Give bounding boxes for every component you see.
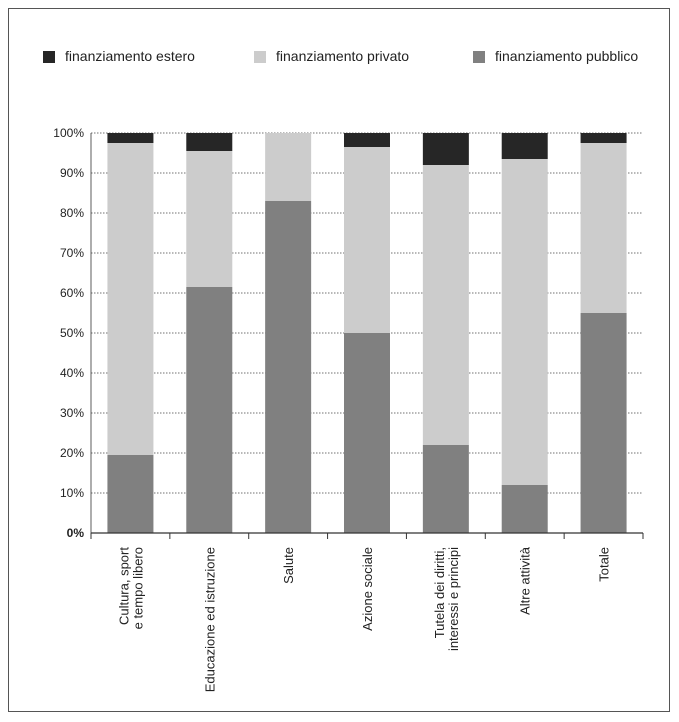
legend-swatch-finanziamento-pubblico [473,51,485,63]
x-category-label: Educazione ed istruzione [202,547,217,692]
bar-finanziamento-pubblico-educazione-ed-istruzione [186,287,233,533]
legend-swatch-finanziamento-estero [43,51,55,63]
legend-swatch-finanziamento-privato [254,51,266,63]
bar-finanziamento-estero-altre-attivita [501,133,548,159]
y-tick-label: 30% [60,406,84,420]
bar-finanziamento-pubblico-tutela-dei-diritti-interessi-e-principi [422,445,469,533]
bar-finanziamento-pubblico-altre-attivita [501,485,548,533]
y-tick-label: 0% [67,526,85,540]
x-category-label: Cultura, sport [116,547,131,625]
stacked-bar-chart: finanziamento estero finanziamento privat… [43,48,644,692]
bar-finanziamento-pubblico-azione-sociale [344,333,390,533]
bar-finanziamento-pubblico-cultura-sport-e-tempo-libero [107,455,154,533]
x-category-label: Totale [597,547,612,582]
bar-finanziamento-estero-cultura-sport-e-tempo-libero [107,133,154,143]
x-axis: Cultura, sport e tempo libero Educazione e… [90,532,644,692]
bar-finanziamento-privato-altre-attivita [501,159,548,485]
bar-finanziamento-privato-azione-sociale [344,147,390,333]
bar-finanziamento-pubblico-salute [265,201,312,533]
x-category-label: interessi e principi [446,547,461,651]
legend-label-finanziamento-privato: finanziamento privato [276,48,409,64]
y-tick-label: 80% [60,206,84,220]
y-tick-label: 100% [53,126,84,140]
bar-finanziamento-estero-totale [580,133,627,143]
x-category-label: Altre attività [518,546,533,615]
bar-finanziamento-estero-educazione-ed-istruzione [186,133,233,151]
y-tick-label: 90% [60,166,84,180]
chart-frame: finanziamento estero finanziamento privat… [8,8,670,712]
x-category-label: Tutela dei diritti, [432,547,447,638]
x-category-label: e tempo libero [130,547,145,629]
bar-finanziamento-pubblico-totale [580,313,627,533]
y-tick-label: 70% [60,246,84,260]
bar-finanziamento-privato-educazione-ed-istruzione [186,151,233,287]
y-tick-label: 50% [60,326,84,340]
bar-finanziamento-privato-tutela-dei-diritti-interessi-e-principi [422,165,469,445]
bar-finanziamento-privato-totale [580,143,627,313]
y-axis: 0% 10% 20% 30% 40% 50% 60% 70% 80% 90% 100% [53,126,92,540]
bar-finanziamento-estero-tutela-dei-diritti-interessi-e-principi [422,133,469,165]
bar-finanziamento-estero-azione-sociale [344,133,390,147]
bars [107,133,627,533]
legend-label-finanziamento-pubblico: finanziamento pubblico [495,48,638,64]
y-tick-label: 60% [60,286,84,300]
y-tick-label: 40% [60,366,84,380]
legend: finanziamento estero finanziamento privat… [43,48,638,64]
y-tick-label: 20% [60,446,84,460]
bar-finanziamento-privato-cultura-sport-e-tempo-libero [107,143,154,455]
x-category-label: Azione sociale [360,547,375,631]
y-tick-label: 10% [60,486,84,500]
bar-finanziamento-privato-salute [265,133,312,201]
legend-label-finanziamento-estero: finanziamento estero [65,48,195,64]
x-category-label: Salute [281,547,296,584]
